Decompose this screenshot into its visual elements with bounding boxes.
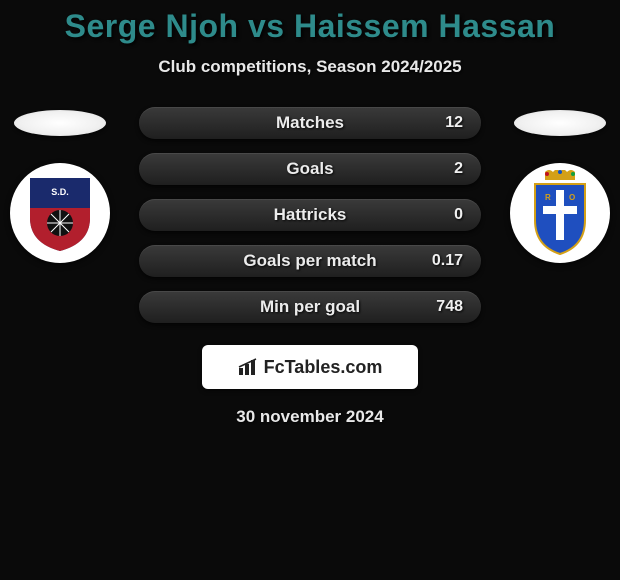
- right-ellipse: [514, 110, 606, 136]
- stat-label: Min per goal: [260, 297, 360, 317]
- huesca-badge: S.D.: [10, 163, 110, 263]
- stat-value: 748: [436, 298, 463, 316]
- svg-text:O: O: [569, 193, 575, 202]
- logo-label: FcTables.com: [264, 357, 383, 378]
- left-ellipse-wrap: [10, 110, 110, 136]
- stat-pill-hattricks: Hattricks 0: [139, 199, 481, 231]
- svg-text:R: R: [545, 193, 551, 202]
- source-logo: FcTables.com: [202, 345, 418, 389]
- huesca-shield-icon: S.D.: [25, 173, 95, 253]
- left-club-badge: S.D.: [10, 163, 110, 263]
- stat-value: 2: [454, 160, 463, 178]
- stat-pill-gpm: Goals per match 0.17: [139, 245, 481, 277]
- stat-value: 12: [445, 114, 463, 132]
- subtitle: Club competitions, Season 2024/2025: [0, 57, 620, 77]
- stat-label: Hattricks: [274, 205, 347, 225]
- comparison-card: Serge Njoh vs Haissem Hassan Club compet…: [0, 0, 620, 427]
- right-club-badge: R O: [510, 163, 610, 263]
- logo-text: FcTables.com: [238, 357, 383, 378]
- left-ellipse: [14, 110, 106, 136]
- bars-icon: [238, 358, 260, 376]
- stat-pill-goals: Goals 2: [139, 153, 481, 185]
- stat-label: Goals: [286, 159, 333, 179]
- stats-block: S.D. R O: [0, 153, 620, 337]
- ellipse-row: Matches 12: [0, 107, 620, 139]
- page-title: Serge Njoh vs Haissem Hassan: [0, 8, 620, 45]
- svg-text:S.D.: S.D.: [51, 187, 69, 197]
- stat-value: 0.17: [432, 252, 463, 270]
- stat-label: Matches: [276, 113, 344, 133]
- right-ellipse-wrap: [510, 110, 610, 136]
- date-text: 30 november 2024: [0, 407, 620, 427]
- oviedo-badge: R O: [510, 163, 610, 263]
- stat-label: Goals per match: [243, 251, 376, 271]
- stat-pill-mpg: Min per goal 748: [139, 291, 481, 323]
- stat-value: 0: [454, 206, 463, 224]
- oviedo-shield-icon: R O: [525, 170, 595, 256]
- stat-pill-matches: Matches 12: [139, 107, 481, 139]
